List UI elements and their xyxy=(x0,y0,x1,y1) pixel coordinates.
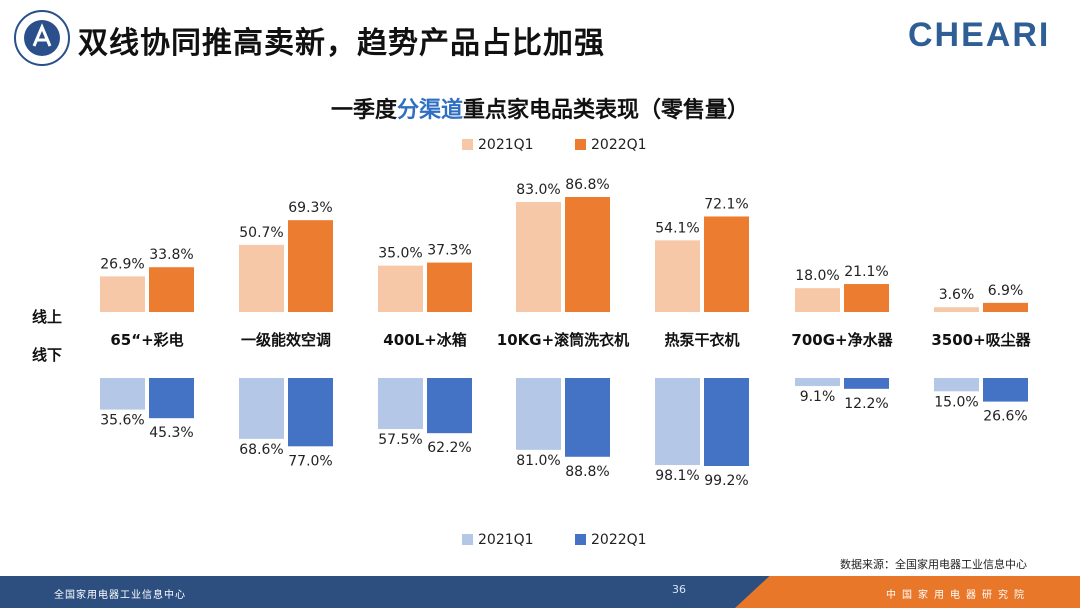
offline-value-label: 15.0% xyxy=(934,394,978,410)
data-source-note: 数据来源：全国家用电器工业信息中心 xyxy=(840,558,1027,571)
online-bar-2021Q1 xyxy=(378,265,423,312)
online-bar-2021Q1 xyxy=(239,244,284,312)
online-value-label: 3.6% xyxy=(939,287,975,303)
legend-top-swatch-1 xyxy=(462,139,473,150)
online-bar-2022Q1 xyxy=(427,262,472,312)
logo-emblem-icon xyxy=(24,20,60,56)
online-value-label: 18.0% xyxy=(795,268,839,284)
legend-bottom-swatch-2 xyxy=(575,534,586,545)
footer-org-name: 全国家用电器工业信息中心 xyxy=(54,590,186,601)
offline-value-label: 35.6% xyxy=(100,413,144,429)
offline-value-label: 88.8% xyxy=(565,464,609,480)
category-label: 700G+净水器 xyxy=(791,331,893,349)
offline-value-label: 77.0% xyxy=(288,453,332,469)
offline-value-label: 98.1% xyxy=(655,468,699,484)
offline-bar-2021Q1 xyxy=(655,378,700,466)
online-bar-2021Q1 xyxy=(516,202,561,312)
offline-bar-2021Q1 xyxy=(378,378,423,430)
legend-top-label-1: 2021Q1 xyxy=(478,137,534,153)
online-value-label: 72.1% xyxy=(704,196,748,212)
category-label: 3500+吸尘器 xyxy=(931,331,1031,349)
online-value-label: 83.0% xyxy=(516,182,560,198)
online-value-label: 50.7% xyxy=(239,225,283,241)
category-label: 一级能效空调 xyxy=(241,331,331,349)
online-bar-2022Q1 xyxy=(983,302,1028,312)
online-bar-2022Q1 xyxy=(288,220,333,312)
offline-bar-2021Q1 xyxy=(516,378,561,450)
online-bar-2021Q1 xyxy=(934,307,979,312)
footer-bar: 全国家用电器工业信息中心 36 中国家用电器研究院 xyxy=(0,576,1080,608)
offline-bar-2022Q1 xyxy=(983,378,1028,402)
offline-bar-2022Q1 xyxy=(844,378,889,389)
category-label: 10KG+滚筒洗衣机 xyxy=(497,331,629,349)
page-number: 36 xyxy=(672,583,686,596)
offline-bar-2021Q1 xyxy=(239,378,284,439)
offline-value-label: 45.3% xyxy=(149,425,193,441)
online-bar-2021Q1 xyxy=(655,240,700,312)
offline-bar-2022Q1 xyxy=(704,378,749,466)
offline-bar-2022Q1 xyxy=(565,378,610,457)
online-value-label: 21.1% xyxy=(844,264,888,280)
offline-bar-2022Q1 xyxy=(427,378,472,434)
offline-value-label: 12.2% xyxy=(844,396,888,412)
category-label: 热泵干衣机 xyxy=(664,331,739,349)
legend-bottom-label-2: 2022Q1 xyxy=(591,532,647,548)
online-bar-2021Q1 xyxy=(100,276,145,312)
online-bar-2022Q1 xyxy=(704,216,749,312)
footer-accent xyxy=(735,576,1080,608)
offline-bar-2021Q1 xyxy=(795,378,840,387)
offline-bar-2022Q1 xyxy=(288,378,333,447)
offline-value-label: 62.2% xyxy=(427,440,471,456)
online-value-label: 69.3% xyxy=(288,200,332,216)
chart-title: 一季度分渠道重点家电品类表现（零售量） xyxy=(0,92,1080,124)
online-bar-2022Q1 xyxy=(844,284,889,312)
chart-title-accent: 分渠道 xyxy=(396,98,463,123)
brand-logo: CHEARI xyxy=(908,16,1051,54)
chart-title-part-3: 重点家电品类表现（零售量） xyxy=(463,98,750,123)
category-label: 65“+彩电 xyxy=(110,331,183,349)
offline-bar-2022Q1 xyxy=(149,378,194,419)
category-label: 400L+冰箱 xyxy=(383,331,466,349)
online-value-label: 86.8% xyxy=(565,177,609,193)
row-label-online: 线上 xyxy=(32,308,62,326)
offline-value-label: 68.6% xyxy=(239,442,283,458)
institute-logo xyxy=(14,10,70,66)
offline-value-label: 9.1% xyxy=(800,389,836,405)
offline-bar-2021Q1 xyxy=(934,378,979,392)
online-bar-2022Q1 xyxy=(565,197,610,312)
row-label-offline: 线下 xyxy=(32,346,62,364)
offline-bar-2021Q1 xyxy=(100,378,145,410)
legend-top-swatch-2 xyxy=(575,139,586,150)
footer-institute-name: 中国家用电器研究院 xyxy=(886,590,1030,601)
online-value-label: 33.8% xyxy=(149,247,193,263)
online-value-label: 54.1% xyxy=(655,220,699,236)
online-bar-2022Q1 xyxy=(149,267,194,312)
offline-value-label: 57.5% xyxy=(378,432,422,448)
offline-value-label: 99.2% xyxy=(704,473,748,489)
online-value-label: 35.0% xyxy=(378,246,422,262)
online-bar-2021Q1 xyxy=(795,288,840,312)
offline-value-label: 26.6% xyxy=(983,409,1027,425)
online-value-label: 6.9% xyxy=(988,283,1024,299)
slide-title: 双线协同推高卖新，趋势产品占比加强 xyxy=(78,26,605,61)
online-value-label: 26.9% xyxy=(100,256,144,272)
legend-bottom-label-1: 2021Q1 xyxy=(478,532,534,548)
online-value-label: 37.3% xyxy=(427,243,471,259)
legend-bottom-swatch-1 xyxy=(462,534,473,545)
chart-title-part-1: 一季度 xyxy=(330,98,397,123)
legend-top-label-2: 2022Q1 xyxy=(591,137,647,153)
offline-value-label: 81.0% xyxy=(516,453,560,469)
